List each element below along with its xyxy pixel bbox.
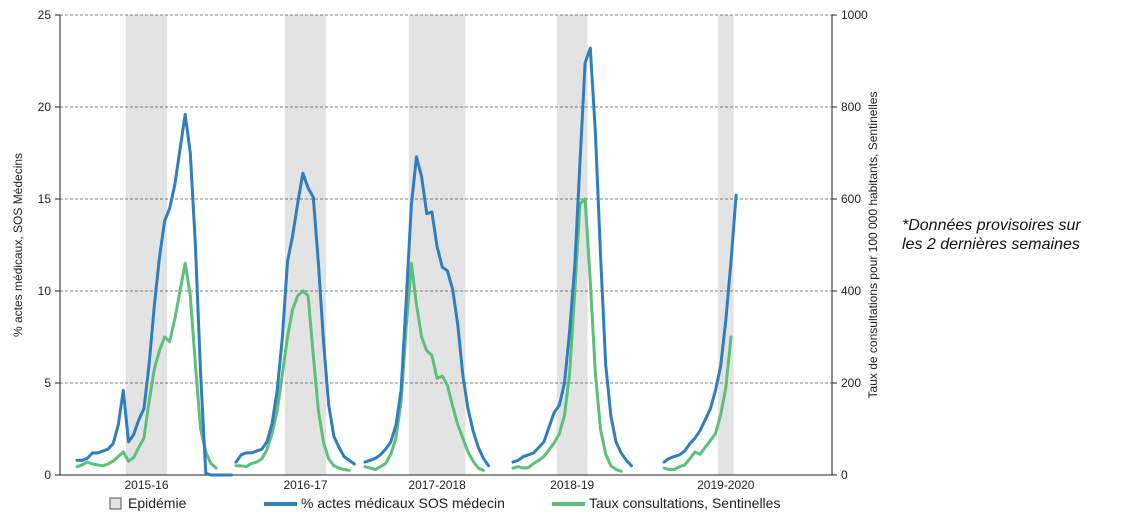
sentinel-line <box>234 289 351 472</box>
season-label: 2017-2018 <box>408 478 466 492</box>
sos-line <box>234 171 356 466</box>
legend-epidemic-swatch <box>109 497 122 510</box>
y2-axis-label: Taux de consultations pour 100 000 habit… <box>866 92 880 399</box>
sentinel-line <box>363 261 485 472</box>
epidemic-bands <box>125 15 734 475</box>
provisional-data-note: *Données provisoires sur les 2 dernières… <box>902 216 1122 254</box>
left-tick-label: 10 <box>38 284 52 298</box>
left-tick-label: 15 <box>38 192 52 206</box>
right-tick-label: 1000 <box>841 8 868 22</box>
season-label: 2015-16 <box>124 478 168 492</box>
right-tick-label: 0 <box>841 468 848 482</box>
y-axis-label: % actes médicaux, SOS Médecins <box>11 153 25 337</box>
sentinel-line <box>75 261 218 470</box>
sos-series <box>75 46 738 477</box>
sos-line <box>662 193 738 464</box>
legend: Epidémie % actes médicaux SOS médecin Ta… <box>109 495 780 511</box>
season-label: 2019-2020 <box>697 478 755 492</box>
sos-line <box>75 112 233 477</box>
right-tick-label: 800 <box>841 100 861 114</box>
legend-sentinel-label: Taux consultations, Sentinelles <box>589 495 780 511</box>
sentinel-line <box>662 335 733 471</box>
left-tick-label: 20 <box>38 100 52 114</box>
note-line-2: les 2 dernières semaines <box>902 236 1080 253</box>
right-tick-label: 400 <box>841 284 861 298</box>
sentinel-series <box>75 197 733 473</box>
note-line-1: *Données provisoires sur <box>902 217 1081 234</box>
sentinel-line <box>511 197 623 473</box>
sos-line <box>511 46 633 468</box>
legend-sos-label: % actes médicaux SOS médecin <box>301 495 505 511</box>
legend-epidemic-label: Epidémie <box>128 495 187 511</box>
sos-line <box>363 155 491 468</box>
right-tick-labels: 0 200 400 600 800 1000 <box>832 8 868 482</box>
left-tick-label: 0 <box>44 468 51 482</box>
axes <box>59 15 833 476</box>
right-tick-label: 600 <box>841 192 861 206</box>
left-tick-labels: 0 5 10 15 20 25 <box>38 8 60 482</box>
right-tick-label: 200 <box>841 376 861 390</box>
season-label: 2018-19 <box>550 478 594 492</box>
season-labels: 2015-16 2016-17 2017-2018 2018-19 2019-2020 <box>124 478 754 492</box>
left-tick-label: 5 <box>44 376 51 390</box>
season-label: 2016-17 <box>283 478 327 492</box>
left-tick-label: 25 <box>38 8 52 22</box>
